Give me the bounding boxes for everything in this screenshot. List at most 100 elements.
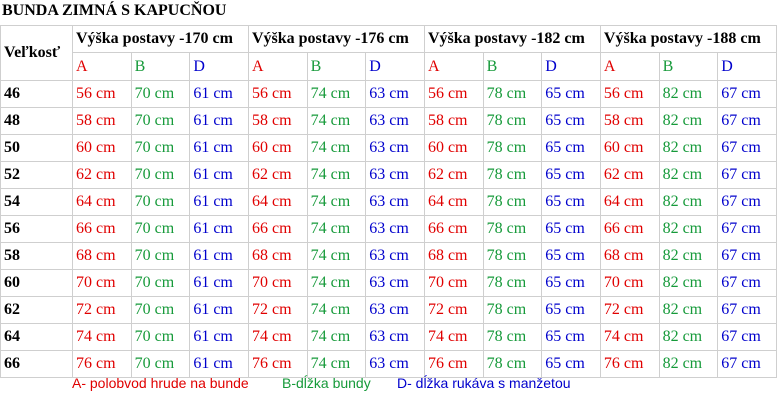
cell: 82 cm: [658, 80, 719, 108]
data-row: 62 72 cm 70 cm 61 cm 72 cm 74 cm 63 cm 72 cm 78 …: [0, 296, 777, 324]
cell: 74 cm: [306, 242, 367, 270]
column-header: D: [717, 52, 777, 81]
size: 54: [0, 188, 73, 216]
cell: 70 cm: [130, 269, 191, 297]
cell: 70 cm: [423, 269, 484, 297]
legend-b: B-dĺžka bundy: [282, 375, 371, 391]
cell: 78 cm: [482, 242, 543, 270]
cell: 70 cm: [599, 269, 660, 297]
cell: 65 cm: [541, 161, 601, 189]
group-header: Výška postavy -188 cm: [599, 25, 777, 53]
column-header: A: [72, 52, 132, 81]
cell: 70 cm: [130, 242, 191, 270]
cell: 68 cm: [599, 242, 660, 270]
cell: 58 cm: [423, 107, 484, 135]
cell: 67 cm: [717, 80, 777, 108]
cell: 67 cm: [717, 215, 777, 243]
group-header: Výška postavy -182 cm: [423, 25, 601, 53]
column-header: B: [482, 52, 543, 81]
cell: 76 cm: [423, 350, 484, 378]
data-row: 54 64 cm 70 cm 61 cm 64 cm 74 cm 63 cm 64 cm 78 …: [0, 188, 777, 216]
column-header: D: [541, 52, 601, 81]
size: 48: [0, 107, 73, 135]
size-table: Veľkosť Výška postavy -170 cm Výška postav…: [0, 25, 777, 378]
cell: 74 cm: [306, 296, 367, 324]
cell: 72 cm: [247, 296, 308, 324]
cell: 74 cm: [306, 323, 367, 351]
size: 52: [0, 161, 73, 189]
size: 60: [0, 269, 73, 297]
cell: 65 cm: [541, 188, 601, 216]
cell: 78 cm: [482, 296, 543, 324]
cell: 68 cm: [423, 242, 484, 270]
cell: 66 cm: [423, 215, 484, 243]
cell: 76 cm: [599, 350, 660, 378]
cell: 67 cm: [717, 242, 777, 270]
cell: 63 cm: [365, 134, 425, 162]
cell: 62 cm: [423, 161, 484, 189]
legend-a: A- polobvod hrude na bunde: [72, 375, 249, 391]
cell: 74 cm: [306, 80, 367, 108]
cell: 61 cm: [189, 215, 249, 243]
cell: 74 cm: [306, 215, 367, 243]
cell: 70 cm: [247, 269, 308, 297]
cell: 61 cm: [189, 269, 249, 297]
cell: 78 cm: [482, 269, 543, 297]
cell: 63 cm: [365, 188, 425, 216]
cell: 63 cm: [365, 242, 425, 270]
cell: 63 cm: [365, 350, 425, 378]
cell: 76 cm: [72, 350, 132, 378]
cell: 61 cm: [189, 296, 249, 324]
cell: 65 cm: [541, 350, 601, 378]
cell: 56 cm: [423, 80, 484, 108]
cell: 65 cm: [541, 242, 601, 270]
cell: 82 cm: [658, 242, 719, 270]
data-row: 58 68 cm 70 cm 61 cm 68 cm 74 cm 63 cm 68 cm 78 …: [0, 242, 777, 270]
cell: 78 cm: [482, 188, 543, 216]
cell: 67 cm: [717, 161, 777, 189]
cell: 64 cm: [72, 188, 132, 216]
legend-d: D- dĺžka rukáva s manžetou: [397, 375, 571, 391]
cell: 60 cm: [247, 134, 308, 162]
cell: 65 cm: [541, 107, 601, 135]
column-header: A: [423, 52, 484, 81]
cell: 60 cm: [423, 134, 484, 162]
cell: 74 cm: [599, 323, 660, 351]
cell: 74 cm: [306, 188, 367, 216]
cell: 58 cm: [247, 107, 308, 135]
cell: 70 cm: [130, 350, 191, 378]
column-header: D: [365, 52, 425, 81]
cell: 63 cm: [365, 107, 425, 135]
cell: 61 cm: [189, 350, 249, 378]
column-header: A: [599, 52, 660, 81]
size-header: Veľkosť: [0, 25, 73, 81]
cell: 65 cm: [541, 134, 601, 162]
cell: 67 cm: [717, 188, 777, 216]
cell: 78 cm: [482, 161, 543, 189]
cell: 61 cm: [189, 188, 249, 216]
cell: 70 cm: [130, 215, 191, 243]
cell: 61 cm: [189, 80, 249, 108]
cell: 78 cm: [482, 80, 543, 108]
cell: 82 cm: [658, 188, 719, 216]
cell: 82 cm: [658, 296, 719, 324]
cell: 68 cm: [72, 242, 132, 270]
data-row: 48 58 cm 70 cm 61 cm 58 cm 74 cm 63 cm 58 cm 78 …: [0, 107, 777, 135]
cell: 64 cm: [247, 188, 308, 216]
cell: 66 cm: [599, 215, 660, 243]
column-header: A: [247, 52, 308, 81]
cell: 74 cm: [247, 323, 308, 351]
cell: 74 cm: [306, 350, 367, 378]
cell: 66 cm: [247, 215, 308, 243]
cell: 72 cm: [72, 296, 132, 324]
cell: 56 cm: [599, 80, 660, 108]
cell: 61 cm: [189, 134, 249, 162]
size: 56: [0, 215, 73, 243]
cell: 63 cm: [365, 161, 425, 189]
size: 50: [0, 134, 73, 162]
cell: 67 cm: [717, 134, 777, 162]
cell: 66 cm: [72, 215, 132, 243]
cell: 62 cm: [72, 161, 132, 189]
size: 58: [0, 242, 73, 270]
cell: 63 cm: [365, 80, 425, 108]
